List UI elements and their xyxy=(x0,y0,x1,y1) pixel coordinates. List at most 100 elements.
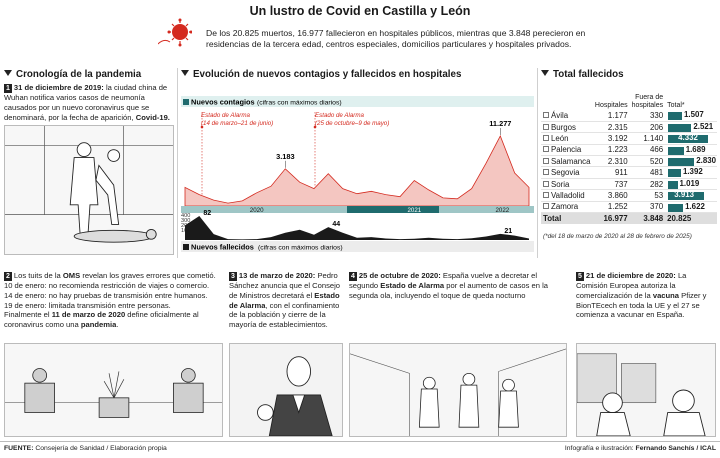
section-cronologia: Cronología de la pandemia xyxy=(4,69,141,80)
checkbox-icon xyxy=(543,146,549,153)
divider xyxy=(177,68,178,258)
legend-fallecidos-swatch xyxy=(183,244,189,250)
hospitales-value: 2.310 xyxy=(592,155,630,168)
total-bar: 2.830 xyxy=(665,155,717,168)
checkbox-icon xyxy=(543,203,549,210)
table-row: Segovia 911 481 1.392 xyxy=(541,166,717,179)
section-evolucion: Evolución de nuevos contagios y fallecid… xyxy=(181,69,461,80)
checkbox-icon xyxy=(543,191,549,198)
annotation-label: 3.183 xyxy=(276,152,295,161)
bar-fill xyxy=(668,123,692,132)
alarma2-dates: (25 de octubre–9 de mayo) xyxy=(315,120,389,127)
bar-fill xyxy=(668,203,684,212)
total-bar: 1.622 xyxy=(665,201,717,214)
fuera-value: 206 xyxy=(629,121,666,134)
y-tick-label: 300 xyxy=(181,218,190,224)
total-bar: 1.392 xyxy=(665,166,717,179)
event-number: 2 xyxy=(4,272,12,281)
checkbox-icon xyxy=(543,134,549,141)
event-3: 3 13 de marzo de 2020: Pedro Sánchez anun… xyxy=(229,271,341,330)
event-number: 3 xyxy=(229,272,237,281)
year-axis: 2020 2021 2022 xyxy=(250,207,510,214)
annotation-label: 44 xyxy=(332,221,340,228)
total-value: 1.622 xyxy=(685,201,705,211)
table-note: (*del 18 de marzo de 2020 al 28 de febre… xyxy=(543,233,692,240)
fuera-value: 466 xyxy=(629,144,666,157)
total-value: 2.521 xyxy=(693,121,714,131)
total-value: 1.392 xyxy=(682,167,703,177)
annotation-label: 21 xyxy=(504,228,512,235)
y-tick-label: 400 xyxy=(181,213,190,219)
total-hospitales: 16.977 xyxy=(592,212,630,224)
triangle-icon xyxy=(181,70,189,76)
table-row: Valladolid 3.860 53 3.913 xyxy=(541,189,717,202)
table-row: Palencia 1.223 466 1.689 xyxy=(541,144,717,157)
fallecidos-area xyxy=(185,216,529,240)
page-title: Un lustro de Covid en Castilla y León xyxy=(249,4,471,18)
alarma1-label: Estado de Alarma xyxy=(201,112,251,119)
checkbox-icon xyxy=(543,111,549,118)
table-row: Zamora 1.252 370 1.622 xyxy=(541,201,717,214)
fuera-value: 520 xyxy=(629,155,666,168)
total-bar: 1.689 xyxy=(665,144,717,157)
alarma2-label: Estado de Alarma xyxy=(315,112,365,119)
fuera-value: 53 xyxy=(629,189,666,202)
total-value: 4.332 xyxy=(678,133,698,143)
contagios-area xyxy=(184,135,530,207)
checkbox-icon xyxy=(543,157,549,164)
total-bar: 2.521 xyxy=(665,121,717,134)
year-label: 2022 xyxy=(495,207,509,214)
province-name: Palencia xyxy=(541,144,593,157)
total-bar: 1.507 xyxy=(665,110,717,122)
event-4: 4 25 de octubre de 2020: España vuelve a … xyxy=(349,271,549,300)
year-label: 2021 xyxy=(407,207,421,214)
fallecidos-title: Nuevos fallecidos xyxy=(191,243,254,252)
table-row: Burgos 2.315 206 2.521 xyxy=(541,121,717,134)
annotation-label: 82 xyxy=(203,210,211,217)
province-name: Burgos xyxy=(541,121,593,134)
triangle-icon xyxy=(4,70,12,76)
province-name: Zamora xyxy=(541,201,593,214)
contagios-title: Nuevos contagios xyxy=(191,98,255,107)
event-number: 5 xyxy=(576,272,584,281)
event-5: 5 21 de diciembre de 2020: La Comisión Eu… xyxy=(576,271,707,320)
year-label: 2020 xyxy=(250,207,264,214)
event-2: 2 Los tuits de la OMS revelan los graves … xyxy=(4,271,216,330)
province-name: Ávila xyxy=(541,110,593,122)
col-total: Total* xyxy=(667,102,685,109)
hospitales-value: 1.223 xyxy=(592,144,630,157)
total-bar: 4.332 xyxy=(665,132,717,145)
bar-fill xyxy=(668,158,695,167)
bar-fill xyxy=(668,146,684,155)
table-row: Ávila 1.177 330 1.507 xyxy=(541,110,717,122)
hospitales-value: 911 xyxy=(592,166,630,179)
bar-fill xyxy=(668,135,709,144)
hospitales-value: 737 xyxy=(592,178,630,191)
fallecidos-series xyxy=(185,216,529,240)
total-value: 2.830 xyxy=(696,156,716,166)
fuera-value: 1.140 xyxy=(629,132,666,145)
hospitales-value: 2.315 xyxy=(592,121,630,134)
bar-fill xyxy=(668,192,705,201)
total-fuera: 3.848 xyxy=(629,212,666,224)
total-value: 1.689 xyxy=(685,144,706,154)
col-fuera: Fuera de hospitales xyxy=(631,94,664,109)
checkbox-icon xyxy=(543,180,549,187)
alarma1-dates: (14 de marzo–21 de junio) xyxy=(201,120,273,127)
province-name: León xyxy=(541,132,593,145)
hospitales-value: 3.192 xyxy=(592,132,630,145)
table-row: León 3.192 1.140 4.332 xyxy=(541,132,717,145)
province-name: Valladolid xyxy=(541,189,593,202)
illustration-vacuna xyxy=(576,343,716,437)
event-number: 1 xyxy=(4,84,12,93)
illustration-segunda-alarma xyxy=(349,343,567,437)
total-bar: 3.913 xyxy=(665,189,717,202)
bar-fill xyxy=(668,112,683,120)
total-total: 20.825 xyxy=(665,212,717,224)
col-hospitales: Hospitales xyxy=(594,102,628,109)
bar-fill xyxy=(668,180,678,189)
total-bar: 1.019 xyxy=(665,178,717,191)
total-name: Total xyxy=(541,212,593,224)
evolution-chart: Nuevos contagios (cifras con máximos dia… xyxy=(181,96,534,252)
illustration-wuhan xyxy=(4,125,174,255)
